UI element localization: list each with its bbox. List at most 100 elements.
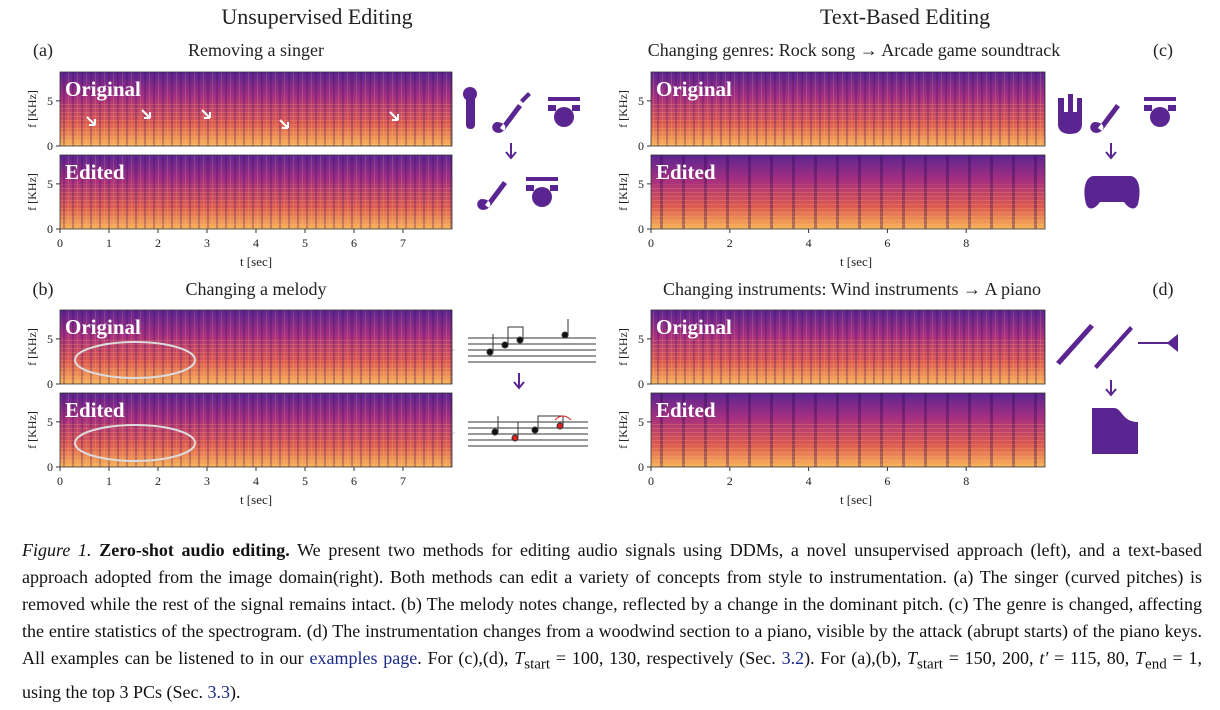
spectrogram-frame [650,71,1046,147]
panel-label: (d) [1153,279,1174,300]
caption-text: We present two methods for editing audio… [22,540,1203,668]
y-axis-label: f [KHz] [25,90,39,128]
x-tick-label: 0 [648,236,654,250]
panel-title: Changing instruments: Wind instruments →… [663,279,1041,299]
y-tick-label: 0 [47,377,53,391]
y-tick-label: 5 [638,177,644,191]
x-tick-label: 1 [106,474,112,488]
caption-text: = 150, 200, [942,648,1040,668]
link[interactable]: 3.2 [781,648,805,668]
y-tick-label: 5 [47,332,53,346]
x-axis-label: t [sec] [840,254,872,269]
y-tick-label: 5 [47,94,53,108]
caption-text: ). [230,681,241,702]
y-tick-label: 5 [638,415,644,429]
spectrogram-frame [59,71,453,147]
link[interactable]: examples page [309,648,418,668]
x-tick-label: 7 [400,236,406,250]
y-axis-label: f [KHz] [25,411,39,449]
icons-d [1056,324,1178,454]
spectrogram-tag: Original [65,77,141,101]
math: T [907,648,918,668]
panel-label: (b) [33,279,54,300]
x-tick-label: 4 [806,236,812,250]
panel-title: Removing a singer [188,40,324,60]
y-tick-label: 0 [638,139,644,153]
caption-text: = 100, 130, respectively (Sec. [550,648,782,668]
x-tick-label: 5 [302,474,308,488]
spectrogram-frame [59,309,453,385]
y-tick-label: 0 [47,222,53,236]
x-tick-label: 1 [106,236,112,250]
arrow [279,119,289,129]
y-axis-label: f [KHz] [616,90,630,128]
spectrogram-frame [650,392,1046,468]
x-tick-label: 2 [727,236,733,250]
x-tick-label: 0 [57,474,63,488]
y-tick-label: 0 [47,139,53,153]
y-tick-label: 0 [638,460,644,474]
spectrogram-texture [651,422,1045,467]
spectrogram-tag: Edited [65,160,125,184]
highlight [74,341,196,379]
x-tick-label: 4 [806,474,812,488]
y-axis-label: f [KHz] [616,173,630,211]
spectrogram-tag: Original [656,77,732,101]
spectrogram-texture [60,184,452,229]
x-tick-label: 6 [884,236,890,250]
x-tick-label: 6 [351,474,357,488]
spectrogram-frame [650,309,1046,385]
caption-text: ). For (a),(b), [804,648,908,668]
math: T [514,648,525,668]
y-tick-label: 5 [638,332,644,346]
x-tick-label: 0 [648,474,654,488]
x-tick-label: 2 [155,474,161,488]
notation [468,319,596,447]
caption-text: = 1, using the top 3 PCs (Sec. [22,648,1203,702]
panel-title: Changing a melody [186,279,327,299]
icons-a [463,87,580,210]
spectrogram-tag: Edited [656,160,716,184]
spectrogram-texture [651,339,1045,384]
column-heading: Unsupervised Editing [221,4,412,29]
x-tick-label: 8 [963,474,969,488]
caption-title: Zero-shot audio editing. [99,540,290,560]
spectrogram-tag: Original [65,315,141,339]
math: T [1135,648,1146,668]
math-sub: end [1145,656,1167,673]
caption-label: Figure 1. [22,540,92,560]
spectrogram-texture [60,422,452,467]
x-tick-label: 4 [253,474,259,488]
caption-text: = 115, 80, [1048,648,1136,668]
y-axis-label: f [KHz] [25,173,39,211]
y-axis-label: f [KHz] [616,411,630,449]
y-axis-label: f [KHz] [616,328,630,366]
x-axis-label: t [sec] [240,492,272,507]
arrow [389,111,399,121]
x-tick-label: 2 [727,474,733,488]
x-tick-label: 3 [204,474,210,488]
spectrogram-tag: Edited [656,398,716,422]
panel-title: Changing genres: Rock song → Arcade game… [648,40,1060,60]
panel-label: (a) [33,40,53,61]
highlight [74,424,196,462]
spectrogram-texture [60,339,452,384]
column-heading: Text-Based Editing [820,4,990,29]
spectrogram-tag: Edited [65,398,125,422]
x-tick-label: 6 [351,236,357,250]
x-tick-label: 4 [253,236,259,250]
y-tick-label: 5 [638,94,644,108]
y-tick-label: 0 [47,460,53,474]
x-axis-label: t [sec] [240,254,272,269]
arrow [86,116,96,126]
x-tick-label: 7 [400,474,406,488]
link[interactable]: 3.3 [207,681,231,702]
math-sub: start [917,656,943,673]
y-tick-label: 0 [638,377,644,391]
spectrogram-texture [651,101,1045,146]
spectrogram-tag: Original [656,315,732,339]
x-tick-label: 8 [963,236,969,250]
x-tick-label: 0 [57,236,63,250]
y-tick-label: 5 [47,177,53,191]
